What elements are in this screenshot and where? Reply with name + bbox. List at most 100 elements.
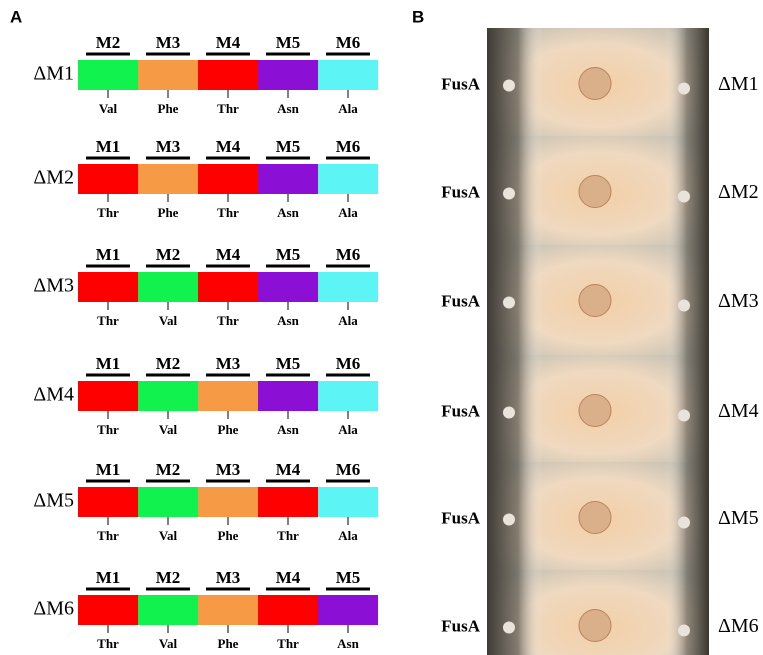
module-block (138, 60, 198, 90)
residue-label: Ala (338, 313, 358, 328)
center-spot (579, 176, 611, 208)
construct-label: ΔM4 (33, 384, 74, 406)
module-name: M1 (96, 460, 121, 479)
residue-label: Thr (97, 636, 119, 651)
module-block (318, 60, 378, 90)
residue-label: Thr (97, 205, 119, 220)
residue-label: Thr (217, 313, 239, 328)
paper-disc (678, 191, 690, 203)
center-spot (579, 68, 611, 100)
module-block (318, 595, 378, 625)
residue-label: Asn (277, 422, 299, 437)
strain-label: ΔM2 (718, 181, 759, 203)
residue-label: Val (159, 528, 178, 543)
module-name: M3 (156, 137, 181, 156)
module-block (258, 487, 318, 517)
module-block (78, 381, 138, 411)
residue-label: Ala (338, 528, 358, 543)
residue-label: Phe (158, 101, 179, 116)
paper-disc (678, 517, 690, 529)
strain-label: FusA (441, 401, 480, 420)
residue-label: Phe (218, 636, 239, 651)
module-name: M2 (96, 33, 121, 52)
module-name: M2 (156, 354, 181, 373)
paper-disc (503, 188, 515, 200)
paper-disc (503, 514, 515, 526)
module-name: M1 (96, 568, 121, 587)
center-spot (579, 610, 611, 642)
module-block (198, 272, 258, 302)
module-block (138, 164, 198, 194)
module-name: M4 (276, 568, 301, 587)
residue-label: Thr (97, 422, 119, 437)
construct-label: ΔM2 (33, 167, 74, 189)
residue-label: Ala (338, 205, 358, 220)
residue-label: Thr (277, 528, 299, 543)
strain-label: ΔM4 (718, 400, 759, 422)
module-block (258, 595, 318, 625)
module-name: M6 (336, 354, 361, 373)
residue-label: Thr (217, 101, 239, 116)
strain-label: FusA (441, 74, 480, 93)
module-block (138, 381, 198, 411)
module-name: M4 (276, 460, 301, 479)
module-name: M6 (336, 245, 361, 264)
module-name: M2 (156, 568, 181, 587)
module-block (258, 164, 318, 194)
module-block (138, 595, 198, 625)
strain-label: FusA (441, 291, 480, 310)
module-block (78, 487, 138, 517)
module-block (78, 595, 138, 625)
paper-disc (503, 622, 515, 634)
strain-label: FusA (441, 182, 480, 201)
module-name: M6 (336, 137, 361, 156)
paper-disc (678, 300, 690, 312)
module-name: M6 (336, 33, 361, 52)
strain-label: ΔM6 (718, 615, 759, 637)
strain-label: FusA (441, 616, 480, 635)
residue-label: Thr (217, 205, 239, 220)
module-name: M3 (216, 354, 241, 373)
paper-disc (678, 625, 690, 637)
module-block (198, 60, 258, 90)
module-name: M2 (156, 460, 181, 479)
module-name: M5 (276, 354, 301, 373)
residue-label: Val (99, 101, 118, 116)
module-block (258, 60, 318, 90)
module-block (318, 381, 378, 411)
strain-label: ΔM3 (718, 290, 759, 312)
module-name: M1 (96, 354, 121, 373)
construct-label: ΔM5 (33, 490, 74, 512)
module-block (78, 60, 138, 90)
module-name: M5 (336, 568, 361, 587)
module-block (138, 487, 198, 517)
paper-disc (503, 297, 515, 309)
module-name: M1 (96, 245, 121, 264)
module-block (258, 381, 318, 411)
residue-label: Phe (218, 422, 239, 437)
strain-label: ΔM5 (718, 507, 759, 529)
center-spot (579, 285, 611, 317)
module-block (198, 595, 258, 625)
module-block (318, 487, 378, 517)
module-name: M4 (216, 245, 241, 264)
module-name: M5 (276, 33, 301, 52)
module-name: M2 (156, 245, 181, 264)
strain-label: ΔM1 (718, 73, 759, 95)
residue-label: Asn (277, 205, 299, 220)
center-spot (579, 395, 611, 427)
module-block (318, 272, 378, 302)
residue-label: Phe (158, 205, 179, 220)
residue-label: Val (159, 422, 178, 437)
module-block (258, 272, 318, 302)
paper-disc (678, 410, 690, 422)
residue-label: Asn (277, 313, 299, 328)
module-block (198, 487, 258, 517)
residue-label: Ala (338, 101, 358, 116)
module-name: M4 (216, 137, 241, 156)
paper-disc (503, 80, 515, 92)
panel-label: B (412, 7, 424, 26)
residue-label: Asn (277, 101, 299, 116)
panel-label: A (10, 7, 22, 26)
residue-label: Thr (277, 636, 299, 651)
